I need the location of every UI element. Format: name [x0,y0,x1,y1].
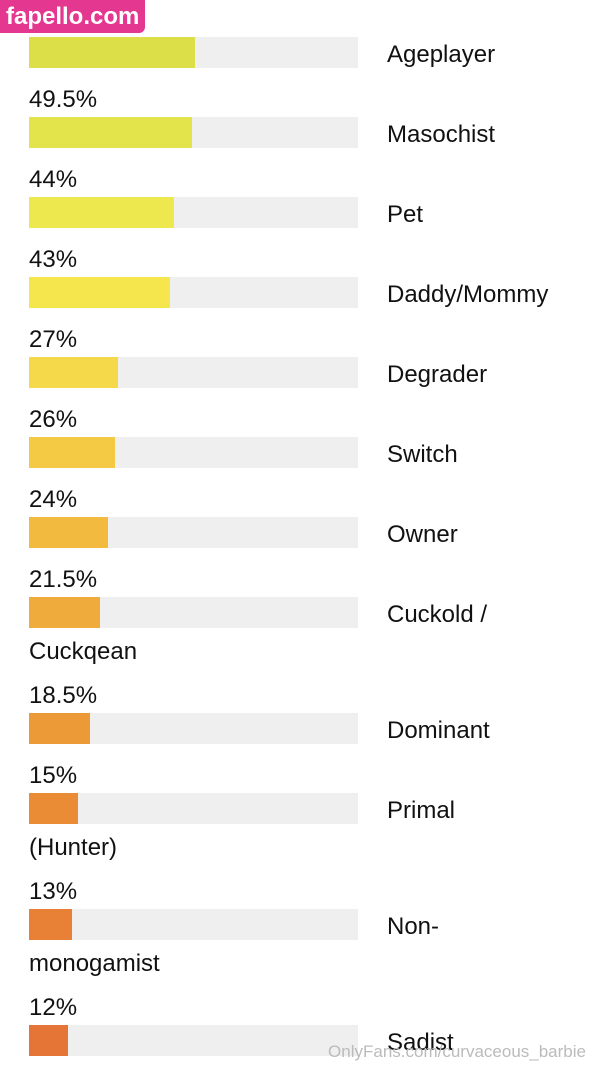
bar-track [29,197,358,228]
category-label: Masochist [387,121,496,148]
site-badge: fapello.com [0,0,146,33]
category-label: Pet [387,201,424,228]
percent-value: 49.5% [29,86,98,113]
category-label: Switch [387,441,458,468]
percent-value: 26% [29,406,78,433]
bar-fill [29,277,170,308]
bar-fill [29,37,195,68]
bar-track [29,517,358,548]
bar-track [29,793,358,824]
category-label: Non- [387,913,440,940]
bar-track [29,1025,358,1056]
percent-value: 21.5% [29,566,98,593]
bar-track [29,357,358,388]
bar-track [29,437,358,468]
category-label: Primal [387,797,456,824]
percent-value: 13% [29,878,78,905]
bar-fill [29,909,72,940]
category-label-continuation: Cuckqean [29,638,138,665]
category-label: Cuckold / [387,601,488,628]
percent-value: 44% [29,166,78,193]
bar-track [29,277,358,308]
percent-value: 15% [29,762,78,789]
bar-fill [29,597,100,628]
category-label: Dominant [387,717,490,744]
bar-fill [29,517,108,548]
watermark: OnlyFans.com/curvaceous_barbie [328,1042,586,1061]
bar-fill [29,357,118,388]
bar-fill [29,1025,68,1056]
bar-track [29,713,358,744]
percent-value: 43% [29,246,78,273]
percent-value: 12% [29,994,78,1021]
category-label: Ageplayer [387,41,496,68]
bar-track [29,909,358,940]
category-label: Sadist [387,1029,454,1056]
category-label: Daddy/Mommy [387,281,549,308]
percent-value: 24% [29,486,78,513]
bar-fill [29,437,115,468]
bar-fill [29,197,174,228]
category-label-continuation: (Hunter) [29,834,118,861]
percent-value: 27% [29,326,78,353]
bar-track [29,597,358,628]
percent-value: 18.5% [29,682,98,709]
category-label-continuation: monogamist [29,950,160,977]
bar-fill [29,117,192,148]
bar-fill [29,713,90,744]
category-label: Owner [387,521,458,548]
category-label: Degrader [387,361,488,388]
bar-track [29,117,358,148]
bar-track [29,37,358,68]
bar-fill [29,793,78,824]
